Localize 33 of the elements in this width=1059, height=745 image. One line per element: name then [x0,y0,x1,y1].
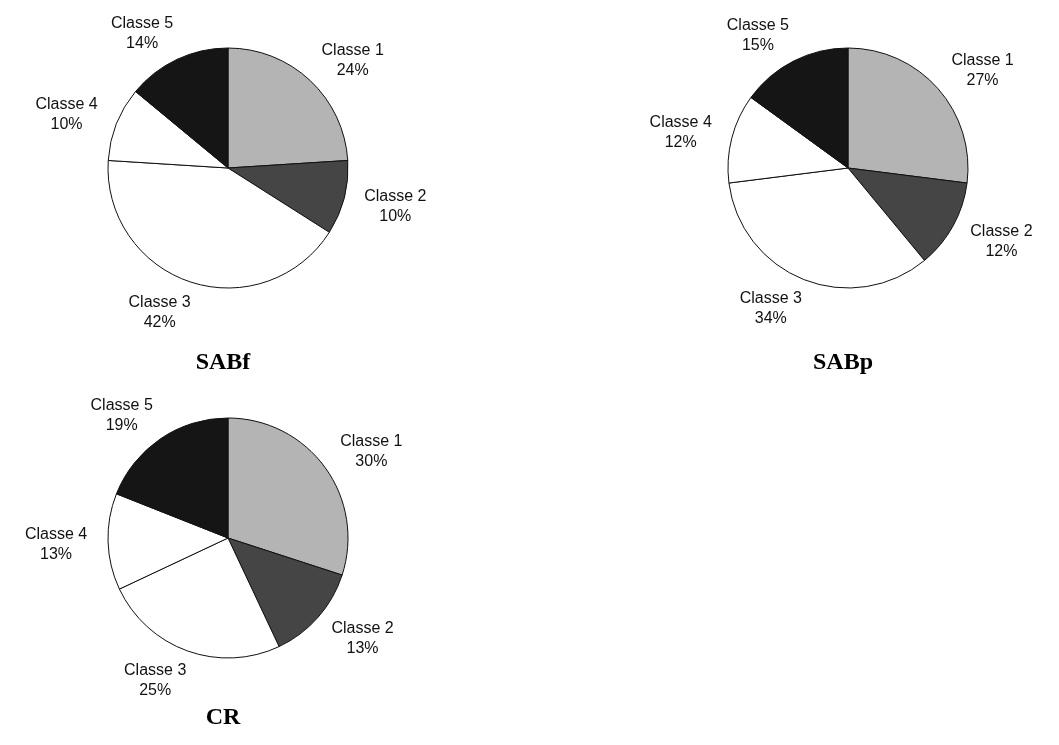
data-label: 30% [355,451,388,469]
text: SABf [194,348,252,375]
text: SABp [811,348,874,375]
slice-label: Classe 4 [35,94,98,112]
slice-label: Classe 5 [90,395,153,413]
data-label: 12% [664,132,697,150]
data-label: 12% [985,242,1018,260]
slice-label: Classe 3 [739,289,803,307]
data-label: 10% [379,207,412,225]
slice-label: Classe 3 [128,292,191,310]
slice-label: Classe 4 [649,112,712,130]
data-label: 25% [139,681,172,699]
slice-label: Classe 1 [951,50,1014,68]
data-label: 42% [143,312,176,330]
data-label: 34% [754,309,787,327]
slice-label: Classe 2 [970,222,1033,240]
data-label: 19% [105,415,138,433]
slice-label: Classe 3 [124,661,187,679]
data-label: 27% [966,70,999,88]
slice-label: Classe 4 [24,524,88,542]
slice-label: Classe 1 [321,40,384,58]
data-label: 10% [50,114,83,132]
data-label: 13% [40,544,73,562]
slice-label: Classe 5 [111,14,174,32]
text: CR [204,703,242,730]
slice-label: Classe 1 [340,431,403,449]
slice-label: Classe 2 [364,187,427,205]
slice-label: Classe 5 [726,16,790,34]
data-label: 14% [126,34,159,52]
slice-label: Classe 2 [331,619,394,637]
data-label: 24% [336,60,369,78]
data-label: 13% [346,639,379,657]
data-label: 15% [741,36,774,54]
